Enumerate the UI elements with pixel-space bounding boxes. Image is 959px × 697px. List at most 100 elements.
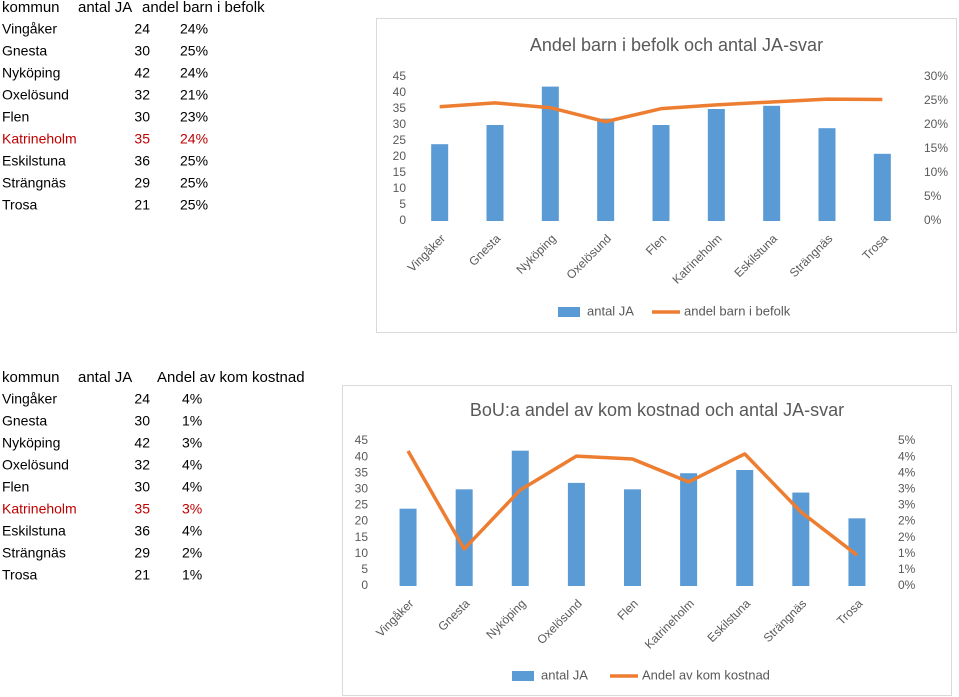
y-tick-label: 5 [399, 197, 406, 211]
y2-tick-label: 0% [898, 578, 916, 592]
bar [873, 153, 891, 221]
y-tick-label: 35 [355, 465, 369, 479]
y-tick-label: 15 [393, 165, 407, 179]
table-cell: Gnesta [2, 413, 47, 429]
table-cell: 36 [134, 153, 150, 169]
bar [431, 144, 449, 221]
bar [624, 489, 641, 586]
bar [652, 125, 670, 221]
table-cell: Vingåker [2, 391, 57, 407]
table-cell: 30 [134, 109, 150, 125]
table-cell: 4% [182, 457, 202, 473]
y-tick-label: 30 [393, 117, 407, 131]
y2-tick-label: 3% [898, 498, 916, 512]
table-cell: Eskilstuna [2, 153, 66, 169]
table-cell: Gnesta [2, 43, 47, 59]
table-cell: 24% [180, 131, 208, 147]
y-tick-label: 15 [355, 530, 369, 544]
table-cell: 25% [180, 175, 208, 191]
bar [680, 473, 698, 586]
y2-tick-label: 1% [898, 562, 916, 576]
legend-label: Andel av kom kostnad [642, 667, 770, 682]
y-tick-label: 30 [355, 482, 369, 496]
table-cell: Oxelösund [2, 457, 69, 473]
y-tick-label: 20 [393, 149, 407, 163]
table-cell: 29 [134, 545, 150, 561]
y-tick-label: 10 [393, 181, 407, 195]
bar [763, 105, 781, 221]
table-cell: 30 [134, 479, 150, 495]
y2-tick-label: 10% [924, 165, 948, 179]
table-cell: 1% [182, 567, 202, 583]
table-cell: Eskilstuna [2, 523, 66, 539]
table-cell: Katrineholm [2, 131, 77, 147]
y-tick-label: 10 [355, 546, 369, 560]
table-cell: 23% [180, 109, 208, 125]
y-tick-label: 45 [355, 433, 369, 447]
bar [567, 482, 585, 586]
table-cell: Trosa [2, 567, 37, 583]
y2-tick-label: 0% [924, 213, 942, 227]
bar [541, 86, 559, 221]
bar [818, 128, 836, 221]
bar [511, 450, 529, 586]
table-cell: 2% [182, 545, 202, 561]
legend-label: andel barn i befolk [684, 303, 791, 318]
chart-title: Andel barn i befolk och antal JA-svar [530, 35, 823, 55]
table-cell: 25% [180, 153, 208, 169]
y-tick-label: 25 [393, 133, 407, 147]
table-cell: 24 [134, 391, 150, 407]
y2-tick-label: 2% [898, 514, 916, 528]
table-cell: Trosa [2, 197, 37, 213]
table-cell: 30 [134, 413, 150, 429]
table-cell: 42 [134, 435, 150, 451]
y2-tick-label: 30% [924, 69, 948, 83]
table-cell: Flen [2, 479, 29, 495]
table-cell: 35 [134, 501, 150, 517]
table-header: kommun [2, 369, 60, 386]
y2-tick-label: 15% [924, 141, 948, 155]
table-header: antal JA [78, 0, 132, 16]
bar [707, 109, 725, 221]
table-cell: 42 [134, 65, 150, 81]
table-cell: 24% [180, 65, 208, 81]
table-header: Andel av kom kostnad [157, 369, 305, 386]
table-cell: Nyköping [2, 435, 60, 451]
table-cell: 32 [134, 457, 150, 473]
y-tick-label: 0 [361, 578, 368, 592]
y2-tick-label: 5% [898, 433, 916, 447]
table-cell: 4% [182, 479, 202, 495]
line [406, 450, 859, 557]
table-cell: 4% [182, 523, 202, 539]
legend-label: antal JA [587, 303, 634, 318]
table-cell: 24 [134, 21, 150, 37]
table-cell: Flen [2, 109, 29, 125]
table-cell: Strängnäs [2, 175, 66, 191]
table-header: antal JA [78, 369, 132, 386]
table-cell: Katrineholm [2, 501, 77, 517]
bar [455, 489, 473, 586]
y-tick-label: 20 [355, 514, 369, 528]
table-cell: 35 [134, 131, 150, 147]
y-tick-label: 45 [393, 69, 407, 83]
y-tick-label: 5 [361, 562, 368, 576]
table-header: kommun [2, 0, 60, 16]
table-cell: 32 [134, 87, 150, 103]
table-cell: 25% [180, 197, 208, 213]
table-cell: 1% [182, 413, 202, 429]
bar [736, 470, 754, 586]
y2-tick-label: 4% [898, 465, 916, 479]
table-cell: 21 [134, 567, 150, 583]
table-cell: 25% [180, 43, 208, 59]
chart-title: BoU:a andel av kom kostnad och antal JA-… [470, 400, 844, 420]
table-cell: 21% [180, 87, 208, 103]
legend-swatch [512, 671, 534, 681]
table-cell: 4% [182, 391, 202, 407]
table-header: andel barn i befolk [142, 0, 265, 16]
y2-tick-label: 1% [898, 546, 916, 560]
table-cell: Nyköping [2, 65, 60, 81]
table-cell: Vingåker [2, 21, 57, 37]
y-tick-label: 40 [393, 85, 407, 99]
table-cell: 24% [180, 21, 208, 37]
